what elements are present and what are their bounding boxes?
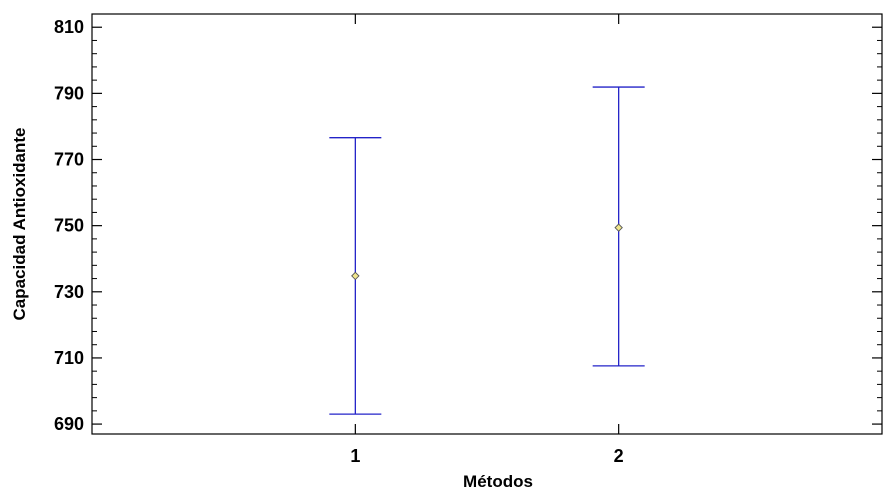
ticks-layer [92,13,882,434]
x-tick-label: 1 [350,446,360,466]
y-tick-label: 770 [54,150,84,170]
mean-marker [351,271,360,281]
y-tick-label: 690 [54,414,84,434]
y-tick-label: 750 [54,216,84,236]
error-bars [329,86,645,415]
x-tick-label: 2 [614,446,624,466]
y-tick-label: 710 [54,348,84,368]
y-tick-label: 810 [54,17,84,37]
y-tick-label: 790 [54,83,84,103]
mean-marker [614,223,623,232]
y-axis-title: Capacidad Antioxidante [10,127,29,320]
x-axis-title: Métodos [463,472,533,491]
plot-frame [91,13,883,435]
y-tick-labels: 690 710 730 750 770 790 810 [54,17,84,434]
y-tick-label: 730 [54,282,84,302]
